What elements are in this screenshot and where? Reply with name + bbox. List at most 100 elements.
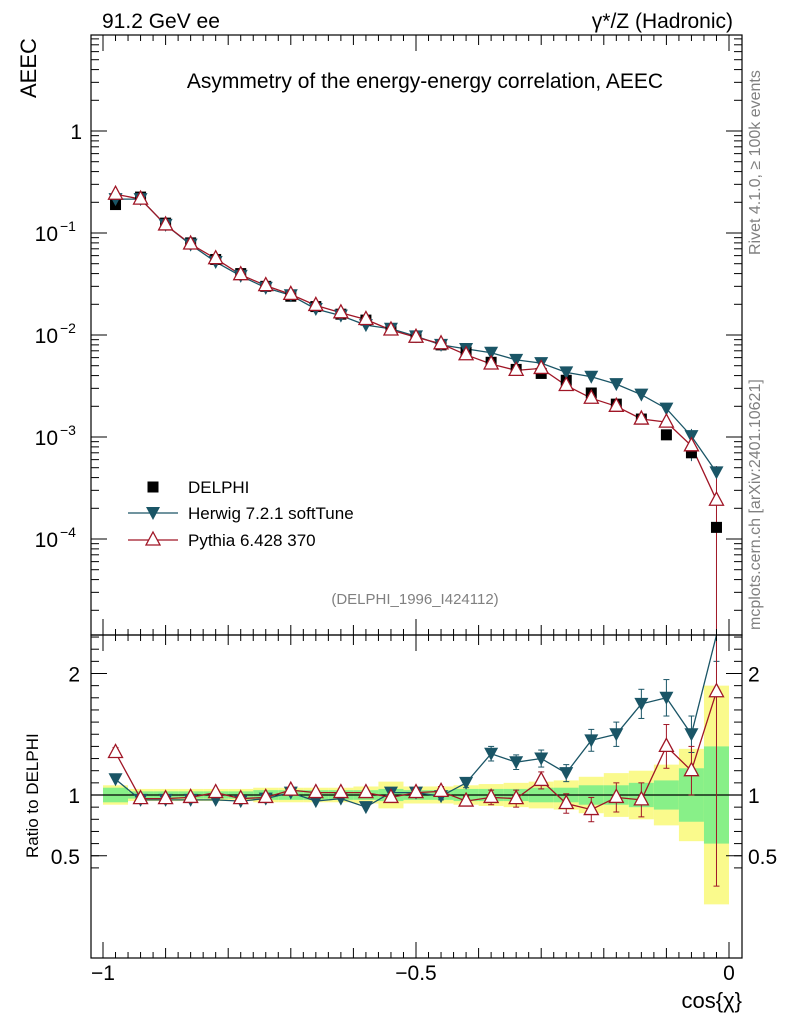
main-plot-title: Asymmetry of the energy-energy correlati… [187,70,663,93]
pythia-point [182,234,199,250]
herwig-ratio-point [634,697,649,711]
herwig-ratio-point [559,767,574,781]
x-axis-label: cos{χ} [682,988,742,1013]
pythia-point [307,296,324,312]
herwig-ratio-point [609,728,624,742]
pythia-ratio-point [232,789,249,805]
pythia-ratio-point [683,761,700,777]
legend-herwig-marker [146,507,160,520]
herwig-ratio-point [358,801,373,815]
pythia-ratio-point [533,771,550,787]
pythia-ratio-point [282,780,299,796]
ratio-y-tick-label-right: 2 [748,664,760,687]
legend-delphi-marker [147,481,159,493]
pythia-point [407,327,425,343]
x-tick-label: 0 [723,962,735,985]
pythia-ratio-point [558,794,575,810]
pythia-ratio-point [357,783,375,799]
delphi-point [710,521,722,533]
pythia-point [633,409,650,425]
herwig-ratio-point [684,728,699,742]
legend-label: DELPHI [188,478,249,497]
herwig-ratio-point [659,691,674,705]
ratio-y-tick-label: 1 [68,785,80,808]
x-tick-label: −0.5 [395,962,436,985]
herwig-point [484,346,499,360]
pythia-ratio-point [483,788,500,804]
herwig-point [559,366,574,380]
main-y-tick-exponent: −2 [60,320,76,336]
pythia-ratio-point [432,781,450,798]
header-right-label: γ*/Z (Hadronic) [592,10,733,33]
pythia-ratio-point [583,800,600,816]
legend-pythia-marker [144,530,162,546]
rivet-version-label: Rivet 4.1.0, ≥ 100k events [747,70,764,255]
pythia-ratio-point [407,783,425,799]
pythia-ratio-point [708,682,725,698]
ratio-y-axis-label: Ratio to DELPHI [23,733,42,858]
herwig-ratio-point [584,734,599,748]
main-y-tick-label: 1 [70,121,82,144]
pythia-point [207,249,224,265]
pythia-point [382,320,400,336]
herwig-point [709,466,724,480]
pythia-point [257,276,274,292]
herwig-ratio-point [534,752,549,766]
herwig-point [509,353,524,367]
pythia-point [132,189,149,205]
pythia-ratio-point [157,789,174,805]
pythia-point [683,436,700,452]
pythia-ratio-point [608,788,625,804]
ratio-y-tick-label: 2 [68,664,80,687]
analysis-watermark: (DELPHI_1996_I424112) [331,591,498,608]
herwig-ratio-point [108,773,123,787]
pythia-ratio-point [382,788,400,804]
pythia-ratio-point [307,783,324,799]
pythia-point [232,265,249,281]
x-tick-label: −1 [91,962,115,985]
herwig-point [609,378,624,392]
pythia-ratio-point [457,791,475,807]
pythia-ratio-point [182,788,199,804]
main-y-tick-label: 10 [35,529,58,552]
herwig-point [634,388,649,402]
pythia-ratio-point [332,783,349,799]
pythia-point [357,310,375,326]
pythia-ratio-point [132,789,149,805]
pythia-line [115,193,718,501]
pythia-point [583,388,600,404]
main-y-tick-exponent: −3 [60,422,76,438]
ratio-y-tick-label-right: 0.5 [748,846,777,869]
pythia-ratio-point [633,790,650,806]
pythia-ratio-point [508,789,525,805]
pythia-ratio-point [107,743,124,759]
pythia-point [658,412,675,428]
legend: DELPHI Herwig 7.2.1 softTune Pythia 6.428 … [128,478,354,550]
main-y-tick-label: 10 [35,427,58,450]
ratio-plot-panel: −1 −0.5 0 2 2 1 1 0.5 0.5 Ratio to DELPHI cos{χ} [23,634,777,1013]
pythia-point [483,354,500,370]
ratio-y-tick-label-right: 1 [748,785,760,808]
pythia-point [157,215,174,231]
delphi-point [685,447,697,459]
delphi-point [660,429,672,441]
herwig-ratio-point [484,747,499,761]
mcplots-label: mcplots.cern.ch [arXiv:2401.10621] [747,379,764,630]
herwig-point [659,402,674,416]
main-y-tick-label: 10 [35,325,58,348]
pythia-point [457,345,475,361]
herwig-point [584,370,599,384]
pythia-point [332,303,349,319]
pythia-point [508,361,525,377]
pythia-ratio-point [658,737,675,753]
legend-label: Herwig 7.2.1 softTune [188,504,354,523]
pythia-point [432,334,450,350]
pythia-point [533,359,550,375]
pythia-point [558,376,575,392]
main-y-tick-label: 10 [35,223,58,246]
pythia-point [282,285,299,301]
ratio-y-tick-label: 0.5 [51,846,80,869]
main-y-tick-exponent: −1 [60,218,76,234]
herwig-ratio-point [509,756,524,770]
